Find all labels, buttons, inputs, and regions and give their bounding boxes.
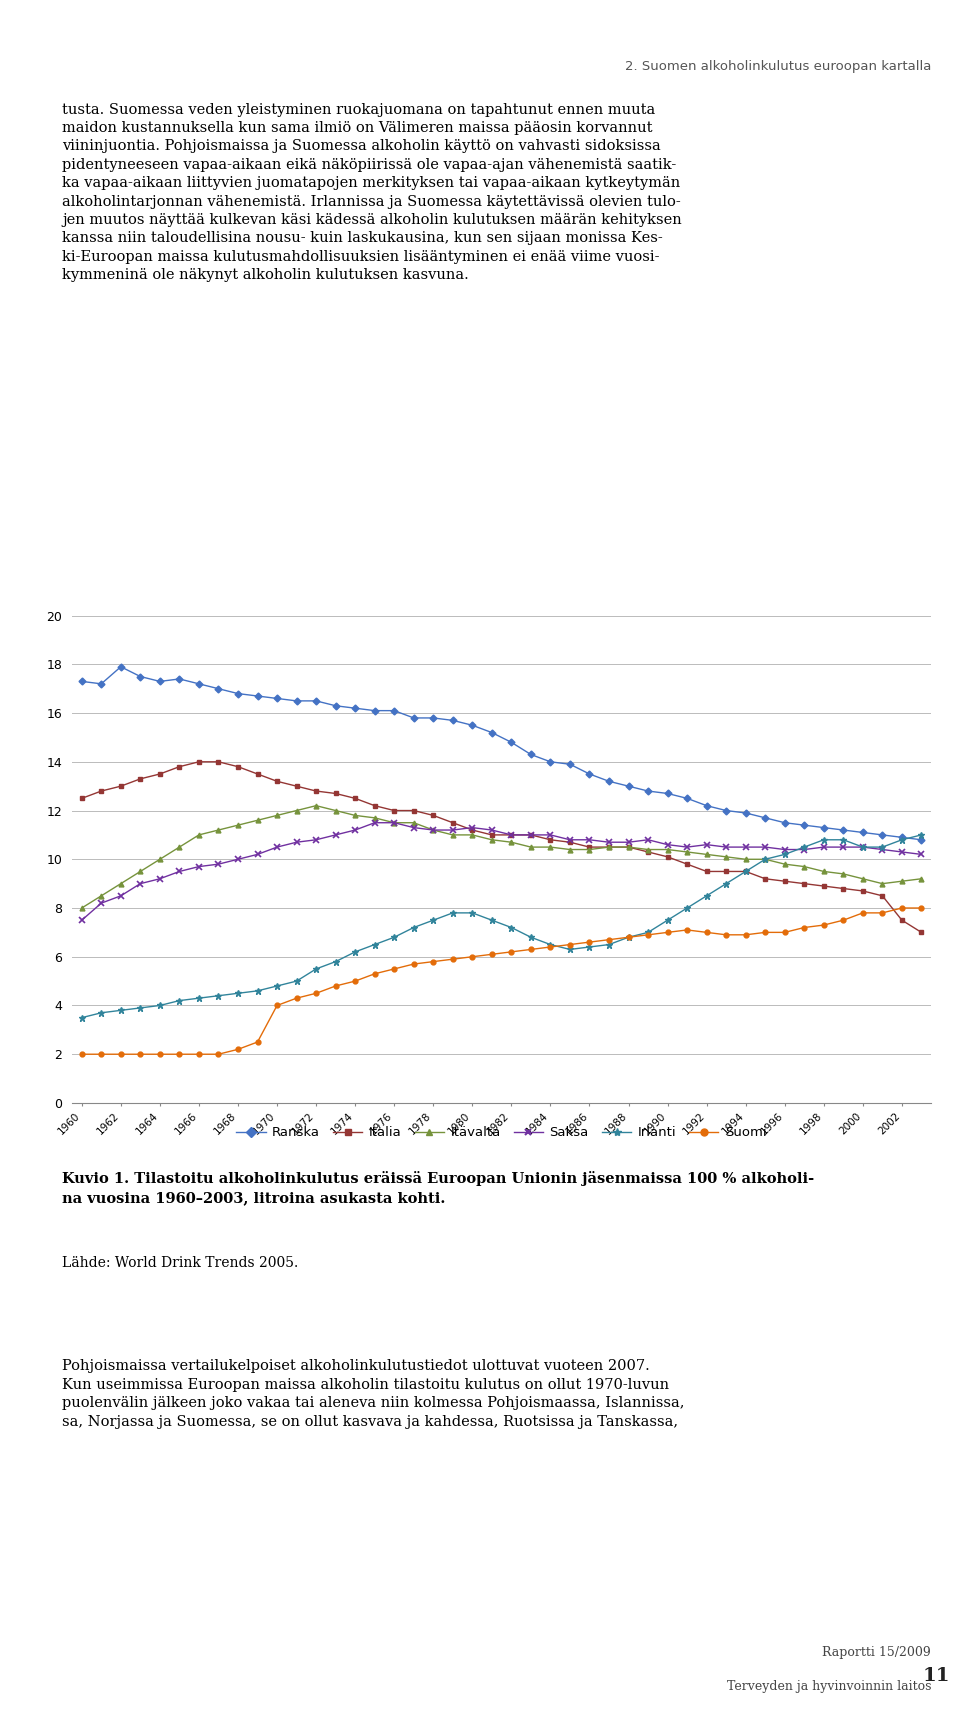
Legend: Ranska, Italia, Itävalta, Saksa, Irlanti, Suomi: Ranska, Italia, Itävalta, Saksa, Irlanti…: [236, 1127, 767, 1139]
Text: 2. Suomen alkoholinkulutus euroopan kartalla: 2. Suomen alkoholinkulutus euroopan kart…: [625, 60, 931, 74]
Text: Kuvio 1. Tilastoitu alkoholinkulutus eräissä Euroopan Unionin jäsenmaissa 100 % : Kuvio 1. Tilastoitu alkoholinkulutus erä…: [62, 1171, 814, 1206]
Text: tusta. Suomessa veden yleistyminen ruokajuomana on tapahtunut ennen muuta
maidon: tusta. Suomessa veden yleistyminen ruoka…: [62, 103, 683, 282]
Text: Raportti 15/2009: Raportti 15/2009: [823, 1645, 931, 1659]
Text: Lähde: World Drink Trends 2005.: Lähde: World Drink Trends 2005.: [62, 1255, 299, 1271]
Text: Terveyden ja hyvinvoinnin laitos: Terveyden ja hyvinvoinnin laitos: [727, 1679, 931, 1693]
Text: Pohjoismaissa vertailukelpoiset alkoholinkulutustiedot ulottuvat vuoteen 2007.
K: Pohjoismaissa vertailukelpoiset alkoholi…: [62, 1359, 684, 1428]
Text: 11: 11: [923, 1667, 950, 1684]
